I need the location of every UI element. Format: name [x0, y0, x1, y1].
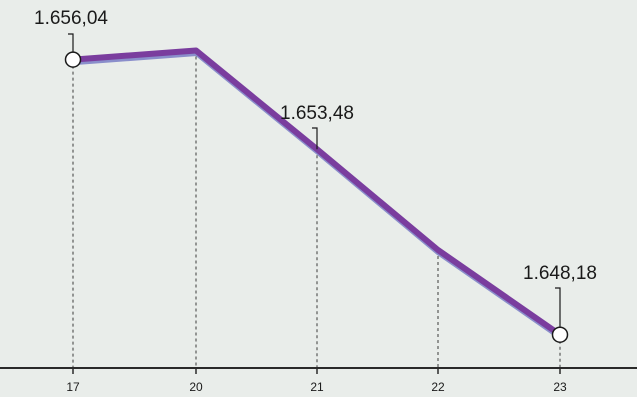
point-marker-23: [551, 326, 569, 343]
data-label-23: 1.648,18: [523, 263, 597, 284]
vertical-guides: [72, 50, 561, 368]
point-markers: [64, 51, 569, 343]
data-label-21: 1.653,48: [280, 103, 354, 124]
x-tick-label-20: 20: [189, 380, 203, 394]
data-label-17: 1.656,04: [34, 8, 108, 29]
x-tick-label-23: 23: [553, 380, 567, 394]
point-marker-17: [64, 51, 82, 68]
leader-line-23: [555, 287, 561, 327]
leader-line-21: [312, 127, 318, 150]
x-tick-label-17: 17: [66, 380, 80, 394]
x-tick-label-21: 21: [310, 380, 324, 394]
leader-line-17: [68, 33, 74, 52]
data-labels: 1.656,04 1.653,48 1.648,18: [34, 8, 597, 327]
x-tick-label-22: 22: [431, 380, 445, 394]
x-tick-labels: 17 20 21 22 23: [66, 368, 567, 394]
